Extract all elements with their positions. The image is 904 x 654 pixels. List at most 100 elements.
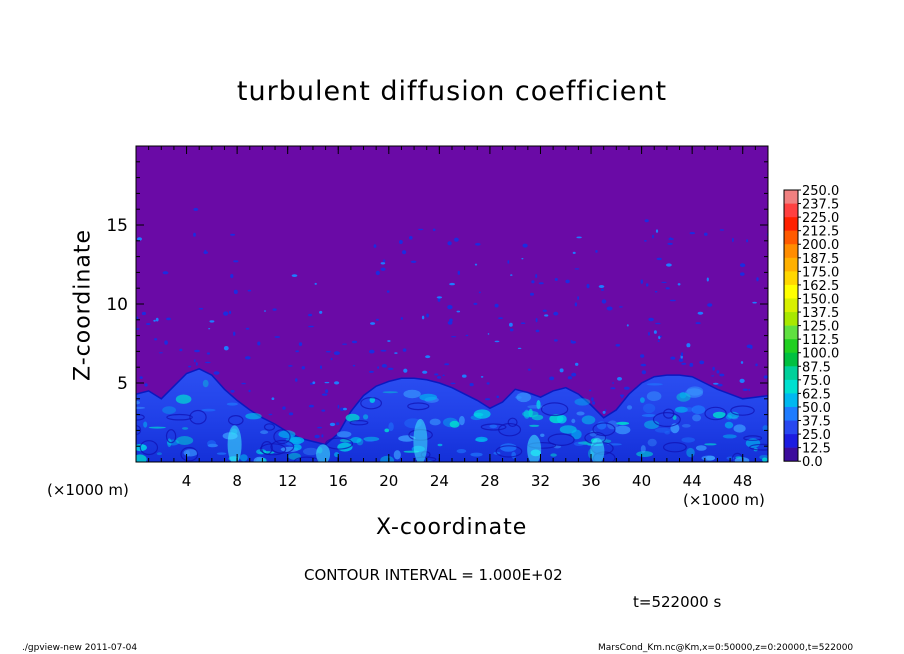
eddy	[336, 431, 352, 438]
turbulent-blob	[394, 352, 398, 354]
eddy	[382, 391, 398, 394]
colorbar-swatch	[784, 244, 798, 259]
colorbar-swatch	[784, 190, 798, 204]
colorbar-label: 112.5	[802, 333, 839, 348]
turbulent-blob	[554, 339, 558, 342]
turbulent-blob	[403, 368, 408, 373]
turbulent-blob	[343, 407, 347, 411]
colorbar-swatch	[784, 298, 798, 313]
turbulent-blob	[592, 401, 596, 405]
plot-frame	[135, 145, 769, 463]
eddy-outline	[273, 429, 291, 445]
turbulent-blob	[567, 376, 573, 380]
turbulent-blob	[521, 258, 524, 260]
eddy	[398, 435, 416, 442]
eddy	[695, 445, 707, 451]
turbulent-blob	[739, 263, 746, 268]
eddy	[475, 436, 488, 442]
eddy	[615, 425, 631, 435]
eddy-outline	[228, 415, 244, 426]
turbulent-blob	[574, 268, 580, 270]
turbulent-blob	[655, 229, 659, 233]
turbulent-blob	[233, 331, 236, 336]
turbulent-blob	[380, 262, 386, 265]
turbulent-blob	[155, 317, 159, 322]
colorbar-swatch	[784, 257, 798, 272]
eddy	[239, 454, 248, 462]
turbulent-blob	[308, 404, 314, 408]
turbulent-blob	[689, 232, 696, 235]
colorbar-label: 100.0	[802, 347, 839, 362]
eddy	[500, 443, 517, 452]
turbulent-blob	[648, 331, 650, 336]
turbulent-blob	[756, 277, 759, 282]
turbulent-blob	[154, 338, 158, 341]
x-tick-label: 40	[632, 472, 651, 490]
turbulent-blob	[422, 370, 428, 374]
turbulent-blob	[137, 237, 142, 241]
turbulent-blob	[301, 366, 305, 370]
turbulent-blob	[382, 259, 386, 263]
colorbar-swatch	[784, 434, 798, 448]
eddy	[679, 392, 687, 399]
eddy	[573, 441, 585, 446]
turbulent-blob	[193, 207, 199, 211]
turbulent-blob	[748, 388, 750, 392]
eddy-outline	[540, 402, 569, 417]
turbulent-blob	[351, 340, 358, 344]
colorbar-label: 75.0	[802, 374, 831, 389]
turbulent-blob	[469, 383, 474, 387]
contour-interval: CONTOUR INTERVAL = 1.000E+02	[304, 566, 563, 584]
turbulent-blob	[571, 372, 577, 377]
x-tick-label: 36	[581, 472, 600, 490]
eddy	[686, 447, 695, 458]
turbulent-blob	[606, 306, 613, 311]
turbulent-blob	[282, 406, 286, 410]
turbulent-blob	[598, 285, 605, 288]
turbulent-blob	[321, 434, 324, 438]
eddy-outline	[480, 423, 507, 431]
turbulent-blob	[436, 376, 442, 379]
turbulent-blob	[680, 352, 684, 357]
turbulent-blob	[752, 301, 757, 304]
turbulent-blob	[742, 388, 748, 391]
turbulent-blob	[595, 250, 598, 253]
eddy	[636, 451, 653, 457]
turbulent-blob	[166, 317, 171, 321]
turbulent-blob	[697, 311, 704, 315]
turbulent-blob	[517, 347, 522, 349]
turbulent-blob	[707, 303, 713, 307]
turbulent-blob	[677, 283, 681, 286]
turbulent-blob	[619, 394, 625, 397]
turbulent-blob	[233, 260, 239, 263]
eddy	[536, 400, 541, 410]
eddy	[576, 411, 585, 416]
colorbar-label: 250.0	[802, 184, 839, 199]
eddy	[292, 444, 302, 451]
turbulent-blob	[158, 352, 163, 354]
eddy	[216, 452, 227, 455]
eddy	[616, 421, 630, 425]
eddy	[712, 411, 726, 419]
turbulent-blob	[527, 368, 531, 371]
eddy	[429, 418, 441, 426]
eddy	[643, 403, 656, 414]
eddy	[245, 413, 262, 420]
eddy	[762, 457, 768, 462]
turbulent-blob	[373, 244, 377, 248]
turbulent-blob	[264, 310, 266, 312]
turbulent-blob	[559, 368, 564, 373]
turbulent-blob	[409, 236, 413, 240]
turbulent-blob	[601, 299, 607, 304]
turbulent-blob	[213, 371, 220, 375]
eddy	[393, 450, 401, 460]
eddy	[456, 449, 467, 454]
eddy	[727, 411, 740, 419]
turbulent-blob	[432, 228, 436, 232]
eddy	[473, 409, 491, 419]
x-tick-label: 48	[733, 472, 752, 490]
turbulent-blob	[667, 242, 673, 245]
turbulent-blob	[447, 305, 453, 310]
turbulent-blob	[478, 291, 481, 294]
turbulent-blob	[223, 346, 229, 351]
